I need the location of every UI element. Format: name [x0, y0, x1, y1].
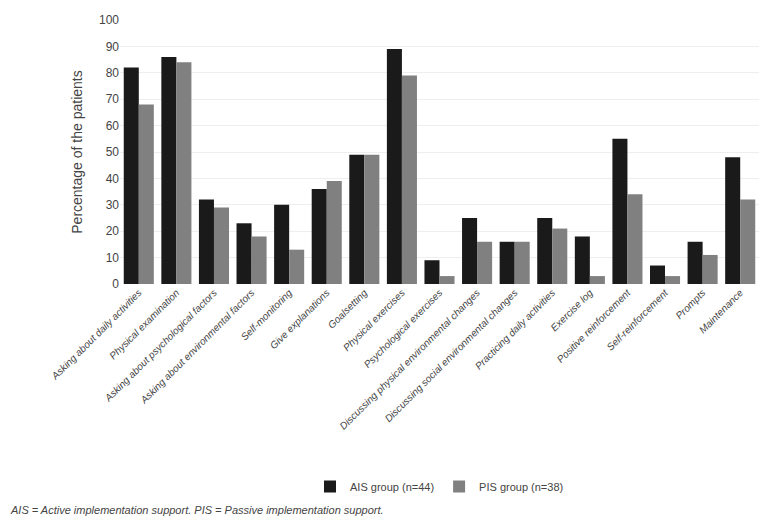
svg-text:90: 90	[106, 40, 120, 54]
svg-text:Goalsetting: Goalsetting	[326, 287, 370, 331]
svg-text:Give explanations: Give explanations	[268, 287, 332, 351]
svg-text:AIS group (n=44): AIS group (n=44)	[350, 481, 434, 493]
svg-text:Positive reinforcement: Positive reinforcement	[555, 286, 634, 365]
svg-text:Psychological exercises: Psychological exercises	[362, 287, 445, 370]
svg-text:70: 70	[106, 92, 120, 106]
svg-text:Asking about environmental fac: Asking about environmental factors	[138, 287, 257, 406]
svg-text:30: 30	[106, 198, 120, 212]
svg-text:60: 60	[106, 119, 120, 133]
svg-text:Asking about daily activities: Asking about daily activities	[49, 287, 144, 382]
svg-text:Physical exercises: Physical exercises	[341, 287, 407, 353]
svg-text:10: 10	[106, 251, 120, 265]
svg-text:Percentage of the patients: Percentage of the patients	[69, 70, 85, 233]
svg-text:Maintenance: Maintenance	[697, 287, 746, 336]
svg-text:50: 50	[106, 145, 120, 159]
svg-text:Physical examination: Physical examination	[107, 287, 182, 362]
svg-text:Asking about psychological fac: Asking about psychological factors	[102, 287, 219, 404]
svg-text:Self-reinforcement: Self-reinforcement	[604, 286, 670, 352]
svg-text:80: 80	[106, 66, 120, 80]
svg-text:Discussing physical environmen: Discussing physical environmental change…	[337, 287, 482, 432]
svg-text:40: 40	[106, 172, 120, 186]
svg-text:Practicing daily activities: Practicing daily activities	[473, 287, 557, 371]
svg-text:Discussing social environmenta: Discussing social environmental changes	[383, 287, 520, 424]
svg-text:0: 0	[112, 277, 119, 291]
svg-text:Prompts: Prompts	[673, 287, 707, 321]
svg-text:Exercise log: Exercise log	[549, 287, 596, 334]
svg-text:20: 20	[106, 224, 120, 238]
svg-text:PIS group (n=38): PIS group (n=38)	[479, 481, 563, 493]
svg-text:100: 100	[99, 13, 119, 27]
svg-text:AIS = Active implementation su: AIS = Active implementation support. PIS…	[10, 504, 384, 516]
svg-text:Self-monitoring: Self-monitoring	[239, 287, 295, 343]
